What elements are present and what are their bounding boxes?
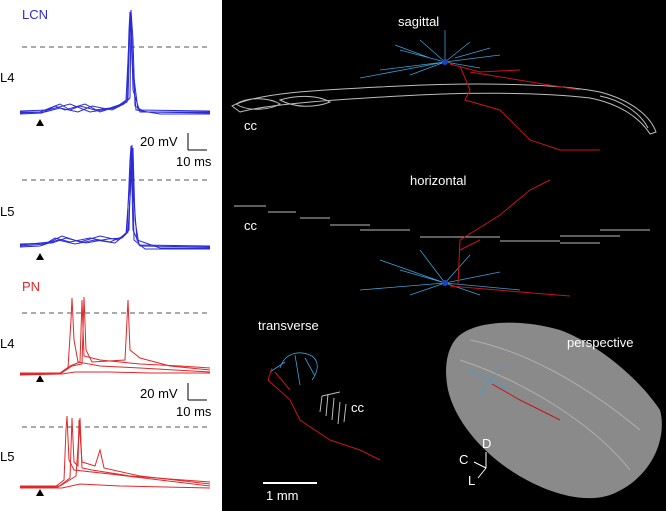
brain-volume xyxy=(446,322,662,499)
cc-label: cc xyxy=(351,400,365,415)
cc-label: cc xyxy=(244,118,258,133)
trace-panel xyxy=(0,0,222,511)
layer-label: L5 xyxy=(0,449,14,464)
scale-voltage: 20 mV xyxy=(140,134,178,149)
layer-label: L5 xyxy=(0,204,14,219)
corpus-callosum xyxy=(231,83,657,135)
view-title: perspective xyxy=(567,335,633,350)
orientation-axes xyxy=(473,452,487,479)
traces xyxy=(19,415,211,489)
layer-label: L4 xyxy=(0,336,14,351)
scale-time: 10 ms xyxy=(176,154,212,169)
cc-label: cc xyxy=(244,218,258,233)
scale-time: 10 ms xyxy=(176,404,212,419)
scale-voltage: 20 mV xyxy=(140,386,178,401)
view-title: sagittal xyxy=(398,14,439,29)
stim-marker xyxy=(36,253,44,260)
neuron xyxy=(359,179,571,297)
scale-label: 1 mm xyxy=(266,488,299,503)
neuron xyxy=(267,352,381,461)
axis-label: D xyxy=(482,436,491,451)
stim-marker xyxy=(36,489,44,496)
axis-label: L xyxy=(468,473,475,488)
cell-label: PN xyxy=(22,279,40,294)
layer-label: L4 xyxy=(0,70,14,85)
axis-label: C xyxy=(459,452,468,467)
neuron xyxy=(359,30,600,151)
cell-label: LCN xyxy=(22,7,48,22)
stim-marker xyxy=(36,119,44,126)
view-title: horizontal xyxy=(410,173,466,188)
corpus-callosum xyxy=(234,205,650,244)
traces xyxy=(19,9,211,115)
stim-marker xyxy=(36,375,44,382)
view-title: transverse xyxy=(258,318,319,333)
traces xyxy=(19,296,211,376)
traces xyxy=(19,144,211,250)
